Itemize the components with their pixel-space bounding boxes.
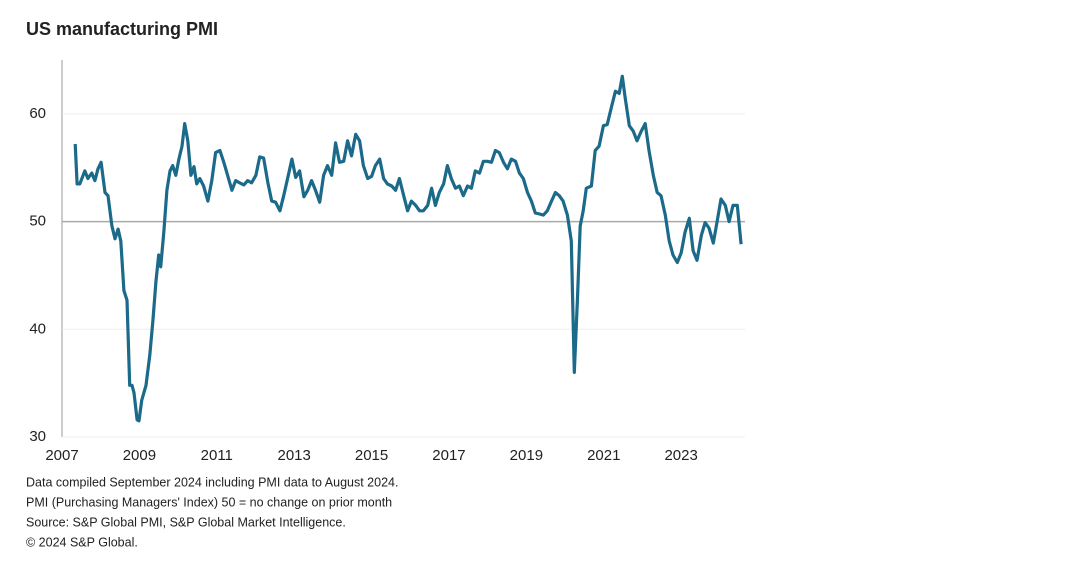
x-tick-label: 2007 [45, 447, 78, 464]
x-tick-label: 2021 [587, 447, 620, 464]
y-tick-label: 60 [29, 105, 46, 122]
footnote: Source: S&P Global PMI, S&P Global Marke… [26, 515, 346, 529]
footnote: © 2024 S&P Global. [26, 535, 138, 549]
x-tick-label: 2015 [355, 447, 388, 464]
y-tick-label: 30 [29, 428, 46, 445]
data-line [73, 74, 743, 423]
y-tick-label: 50 [29, 213, 46, 230]
x-tick-label: 2023 [664, 447, 697, 464]
x-tick-label: 2013 [277, 447, 310, 464]
footnote: Data compiled September 2024 including P… [26, 475, 398, 489]
x-tick-label: 2011 [201, 447, 233, 464]
x-tick-label: 2017 [432, 447, 465, 464]
x-tick-label: 2009 [123, 447, 156, 464]
x-tick-label: 2019 [510, 447, 543, 464]
y-tick-label: 40 [29, 320, 46, 337]
chart-title: US manufacturing PMI [26, 19, 218, 39]
footnote: PMI (Purchasing Managers' Index) 50 = no… [26, 495, 392, 509]
